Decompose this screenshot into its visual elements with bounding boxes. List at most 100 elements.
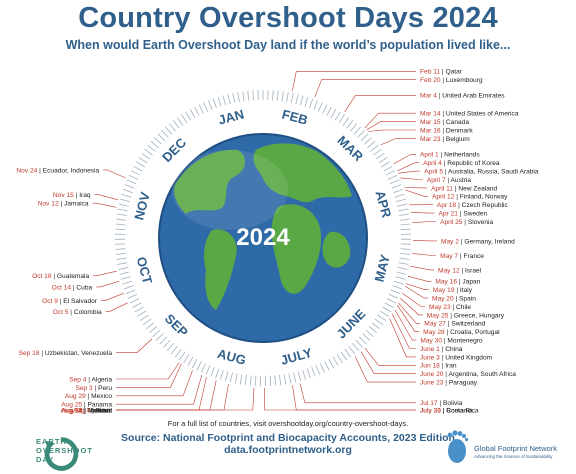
entry-country: Switzerland xyxy=(451,321,485,328)
entry-date: Sep 4 xyxy=(69,376,87,383)
ring-tick xyxy=(163,339,171,348)
entry-country: Australia, Russia, Saudi Arabia xyxy=(448,169,539,176)
calendar-ring-ticks xyxy=(114,90,412,387)
entry-date: Sep 18 xyxy=(19,350,40,357)
ring-tick xyxy=(125,289,136,295)
page-title: Country Overshoot Days 2024 xyxy=(78,2,498,34)
entry-date: May 16 xyxy=(435,279,457,286)
ring-tick xyxy=(399,257,410,260)
country-entry: Aug 4 | Brazil xyxy=(73,407,113,414)
ring-tick xyxy=(388,293,399,299)
entry-date: April 25 xyxy=(440,219,463,226)
ring-tick xyxy=(194,106,200,116)
entry-country: Japan xyxy=(462,279,480,286)
entry-country: Namibia xyxy=(88,407,113,414)
country-entry: Aug 19 | Namibia xyxy=(62,407,113,414)
ring-tick xyxy=(147,144,156,152)
gfn-tagline: Advancing the Science of Sustainability xyxy=(474,454,553,459)
country-entry: Oct 14 | Cuba xyxy=(52,284,93,291)
ring-tick xyxy=(309,98,314,109)
center-year-label: 2024 xyxy=(236,224,290,251)
month-label: MAR xyxy=(334,133,366,165)
ring-tick xyxy=(115,223,126,226)
entry-date: May 19 xyxy=(433,287,455,294)
country-entry: June 20 | Argentina, South Africa xyxy=(420,371,516,378)
country-entry: Mar 15 | Canada xyxy=(420,119,469,126)
ring-tick xyxy=(249,375,252,386)
ring-tick xyxy=(252,90,254,101)
entry-date: Feb 20 xyxy=(420,77,441,84)
country-entry: Aug 25 | Panama xyxy=(61,402,112,409)
entry-country: United Arab Emirates xyxy=(442,93,505,100)
entry-date: April 5 xyxy=(424,169,443,176)
ring-tick xyxy=(239,374,243,385)
ring-tick xyxy=(336,354,343,364)
ring-tick xyxy=(313,100,318,110)
entry-date: June 23 xyxy=(420,380,444,387)
ring-tick xyxy=(390,289,401,295)
leader-line xyxy=(392,313,416,349)
global-footprint-network-logo-text: Global Footprint Network Advancing the S… xyxy=(474,445,557,461)
country-entry: May 19 | Italy xyxy=(433,287,473,294)
leader-line xyxy=(264,387,416,411)
country-entry: Feb 11 | Qatar xyxy=(420,69,463,76)
ring-tick xyxy=(385,170,395,176)
ring-tick xyxy=(379,310,389,317)
entry-country: Guatemala xyxy=(57,273,90,280)
entry-country: China xyxy=(445,346,463,353)
ring-tick xyxy=(217,96,222,107)
leader-line xyxy=(116,362,180,380)
country-entry: April 25 | Slovenia xyxy=(440,219,493,226)
country-entry: Mar 14 | United States of America xyxy=(420,111,519,118)
entry-date: May 27 xyxy=(424,321,446,328)
leader-line xyxy=(116,376,207,411)
entry-date: Feb 11 xyxy=(420,69,440,76)
ring-tick xyxy=(281,91,284,102)
entry-country: Iraq xyxy=(79,192,91,199)
ring-tick xyxy=(393,280,404,285)
country-entry: April 7 | Austria xyxy=(427,177,472,184)
ring-tick xyxy=(400,253,411,255)
ring-tick xyxy=(362,333,371,341)
entry-date: Oct 18 xyxy=(32,273,52,280)
ring-tick xyxy=(272,90,274,101)
ring-tick xyxy=(137,310,147,317)
ring-tick xyxy=(139,314,149,321)
ring-tick xyxy=(227,94,231,105)
ring-tick xyxy=(381,161,391,168)
leader-line xyxy=(412,253,437,256)
ring-tick xyxy=(324,361,330,371)
page-subtitle: When would Earth Overshoot Day land if t… xyxy=(65,38,511,52)
ring-tick xyxy=(344,348,352,358)
ring-tick xyxy=(274,375,277,386)
ring-tick xyxy=(396,271,407,275)
ring-tick xyxy=(144,148,153,156)
ring-tick xyxy=(141,152,151,160)
ring-tick xyxy=(198,104,204,114)
ring-tick xyxy=(154,137,162,145)
source-url: data.footprintnetwork.org xyxy=(224,444,352,456)
country-entry: Nov 24 | Ecuador, Indonesia xyxy=(16,167,99,174)
entry-date: May 23 xyxy=(429,304,451,311)
ring-tick xyxy=(138,157,148,164)
leader-line xyxy=(94,194,118,201)
ring-tick xyxy=(397,203,408,207)
entry-country: Netherlands xyxy=(444,152,480,159)
ring-tick xyxy=(317,102,323,112)
leader-line xyxy=(364,112,416,129)
ring-tick xyxy=(400,228,411,231)
ring-tick xyxy=(374,318,384,326)
leader-line xyxy=(299,383,416,404)
entry-date: May 20 xyxy=(432,296,454,303)
ring-tick xyxy=(304,96,309,107)
month-label: FEB xyxy=(280,107,309,128)
leader-line xyxy=(405,189,428,197)
entry-country: El Salvador xyxy=(63,298,98,305)
ring-tick xyxy=(244,374,247,385)
ring-tick xyxy=(152,329,161,337)
ring-tick xyxy=(359,336,367,345)
entry-country: Chile xyxy=(456,304,471,311)
ring-tick xyxy=(330,109,337,119)
entry-country: Qatar xyxy=(445,69,462,76)
entry-date: May 30 xyxy=(420,338,442,345)
